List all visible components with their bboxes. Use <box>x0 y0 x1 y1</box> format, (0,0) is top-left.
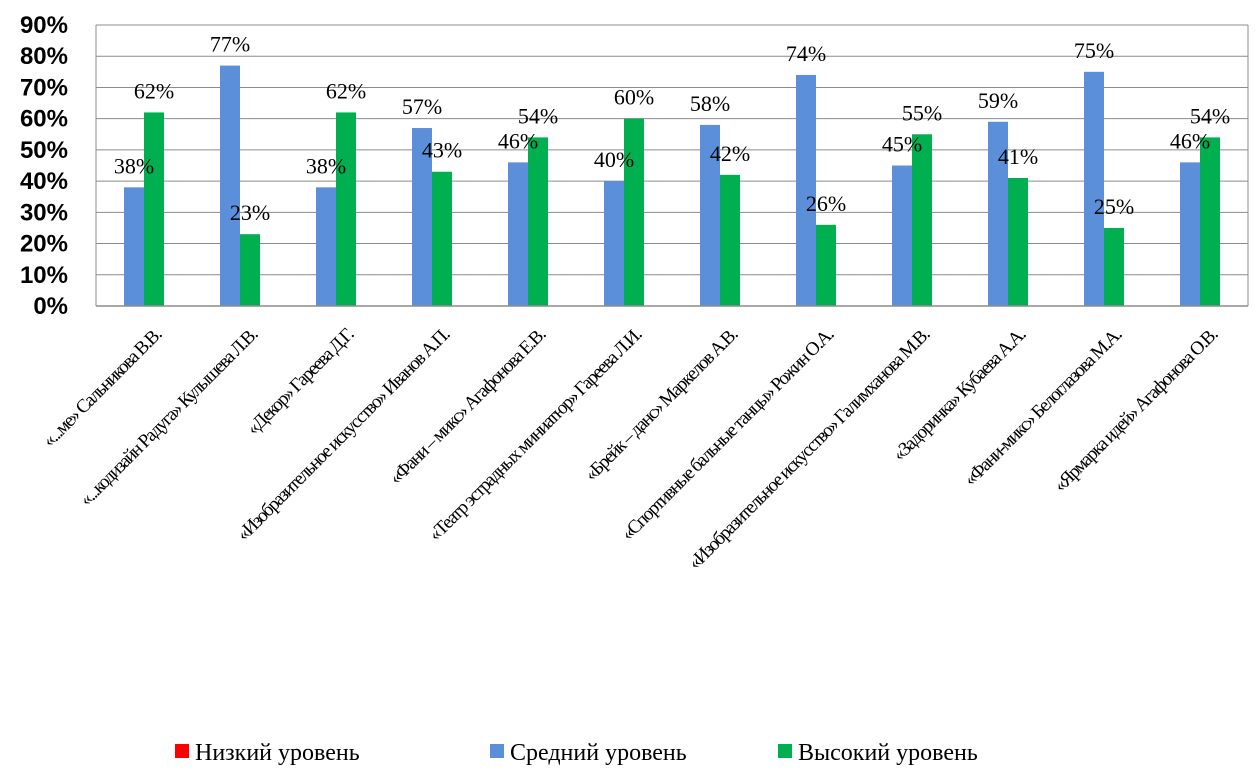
data-label: 59% <box>978 88 1018 113</box>
y-tick-label: 40% <box>20 168 68 195</box>
data-label: 38% <box>306 153 346 178</box>
data-label: 23% <box>230 200 270 225</box>
legend-swatch <box>175 744 189 758</box>
category-label: «Театр эстрадных миниатюр» Гареева Л.И. <box>425 324 646 545</box>
legend: Низкий уровень Средний уровень Высокий уро… <box>175 740 978 766</box>
bar-high <box>240 234 260 306</box>
bars <box>124 65 1220 307</box>
bar-high <box>144 112 164 306</box>
category-label: «Фани – микс» Агафонова Е.В. <box>385 324 550 489</box>
data-label: 54% <box>518 103 558 128</box>
bar-medium <box>604 181 624 306</box>
category-label: «Брейк – данс» Маркелов А.В. <box>581 324 742 485</box>
data-label: 77% <box>210 32 250 57</box>
y-tick-label: 80% <box>20 43 68 70</box>
y-tick-label: 10% <box>20 262 68 289</box>
y-tick-label: 70% <box>20 74 68 101</box>
data-label: 62% <box>326 78 366 103</box>
data-labels: 38%62%77%23%38%62%57%43% 46%54%40%60% 58%4… <box>114 32 1230 226</box>
data-label: 46% <box>1170 128 1210 153</box>
data-label: 25% <box>1094 194 1134 219</box>
bar-medium <box>988 121 1008 307</box>
y-tick-label: 30% <box>20 199 68 226</box>
data-label: 38% <box>114 153 154 178</box>
category-label: «...кодизайн Радуга» Кулышева Л.В. <box>76 324 262 510</box>
data-label: 54% <box>1190 103 1230 128</box>
bar-medium <box>508 162 528 306</box>
gridlines <box>95 24 1249 306</box>
data-label: 26% <box>806 191 846 216</box>
data-label: 42% <box>710 141 750 166</box>
bar-medium <box>316 187 336 306</box>
data-label: 62% <box>134 78 174 103</box>
legend-label: Низкий уровень <box>195 740 360 766</box>
y-tick-label: 20% <box>20 231 68 258</box>
data-label: 46% <box>498 128 538 153</box>
bar-medium <box>892 165 912 306</box>
bar-medium <box>220 65 240 306</box>
bar-high <box>1008 177 1028 306</box>
category-label: «Фани-микс» Белоглазова М.А. <box>960 324 1126 490</box>
bar-medium <box>412 128 432 306</box>
y-tick-label: 0% <box>33 293 68 320</box>
category-label: «Ярмарка идей» Агафонова О.В. <box>1050 324 1222 496</box>
data-label: 60% <box>614 85 654 110</box>
bar-high <box>1200 137 1220 306</box>
bar-medium <box>1180 162 1200 306</box>
data-label: 40% <box>594 147 634 172</box>
legend-swatch <box>490 744 504 758</box>
data-label: 75% <box>1074 38 1114 63</box>
bar-medium <box>124 187 144 306</box>
bar-medium <box>1084 71 1104 306</box>
data-label: 45% <box>882 132 922 157</box>
y-tick-label: 60% <box>20 106 68 133</box>
bar-high <box>432 171 452 306</box>
y-axis-ticks: 0% 10% 20% 30% 40% 50% 60% 70% 80% 90% <box>20 12 68 320</box>
category-labels: «...ме» Сальникова В.В.«...кодизайн Раду… <box>39 324 1222 574</box>
bar-high <box>336 112 356 306</box>
data-label: 74% <box>786 41 826 66</box>
bar-high <box>528 137 548 306</box>
bar-high <box>624 118 644 307</box>
category-label: «Спортивные бальные танцы» Рожин О.А. <box>617 324 838 545</box>
bar-high <box>720 174 740 306</box>
data-label: 57% <box>402 94 442 119</box>
bar-medium <box>796 74 816 306</box>
y-tick-label: 90% <box>20 12 68 39</box>
data-label: 55% <box>902 100 942 125</box>
y-tick-label: 50% <box>20 137 68 164</box>
bar-high <box>816 224 836 306</box>
legend-label: Средний уровень <box>510 740 687 766</box>
category-label: «Изобразительное искусство» Иванов А.П. <box>233 324 454 545</box>
legend-swatch <box>778 744 792 758</box>
bar-high <box>1104 227 1124 306</box>
bar-medium <box>700 124 720 307</box>
data-label: 41% <box>998 144 1038 169</box>
data-label: 58% <box>690 91 730 116</box>
data-label: 43% <box>422 138 462 163</box>
bar-high <box>912 134 932 306</box>
legend-label: Высокий уровень <box>798 740 978 766</box>
